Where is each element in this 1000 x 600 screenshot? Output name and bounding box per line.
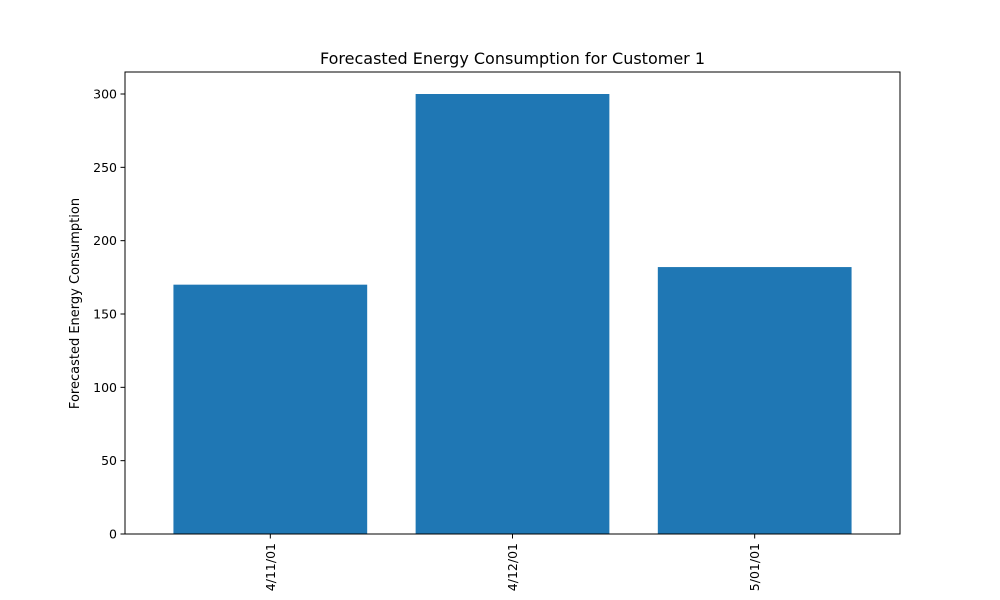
- y-tick-label: 200: [93, 233, 117, 248]
- x-tick-label: 5/01/01: [747, 543, 762, 591]
- y-tick-label: 250: [93, 160, 117, 175]
- y-tick-label: 0: [109, 527, 117, 542]
- x-tick-label: 4/11/01: [263, 543, 278, 591]
- x-axis-ticks: 4/11/01 4/12/01 5/01/01: [263, 534, 762, 591]
- y-tick-label: 150: [93, 307, 117, 322]
- bar-4/12/01: [415, 94, 610, 534]
- bar-4/11/01: [173, 284, 368, 534]
- bars-group: [173, 94, 852, 534]
- y-tick-label: 50: [101, 453, 117, 468]
- y-tick-label: 100: [93, 380, 117, 395]
- plot-frame: [124, 71, 901, 535]
- y-axis-ticks: 0 50 100 150 200 250 300: [93, 87, 125, 542]
- chart-title: Forecasted Energy Consumption for Custom…: [320, 49, 705, 68]
- x-tick-label: 4/12/01: [505, 543, 520, 591]
- y-axis-label: Forecasted Energy Consumption: [68, 198, 83, 409]
- y-tick-label: 300: [93, 87, 117, 102]
- bar-5/01/01: [657, 267, 852, 534]
